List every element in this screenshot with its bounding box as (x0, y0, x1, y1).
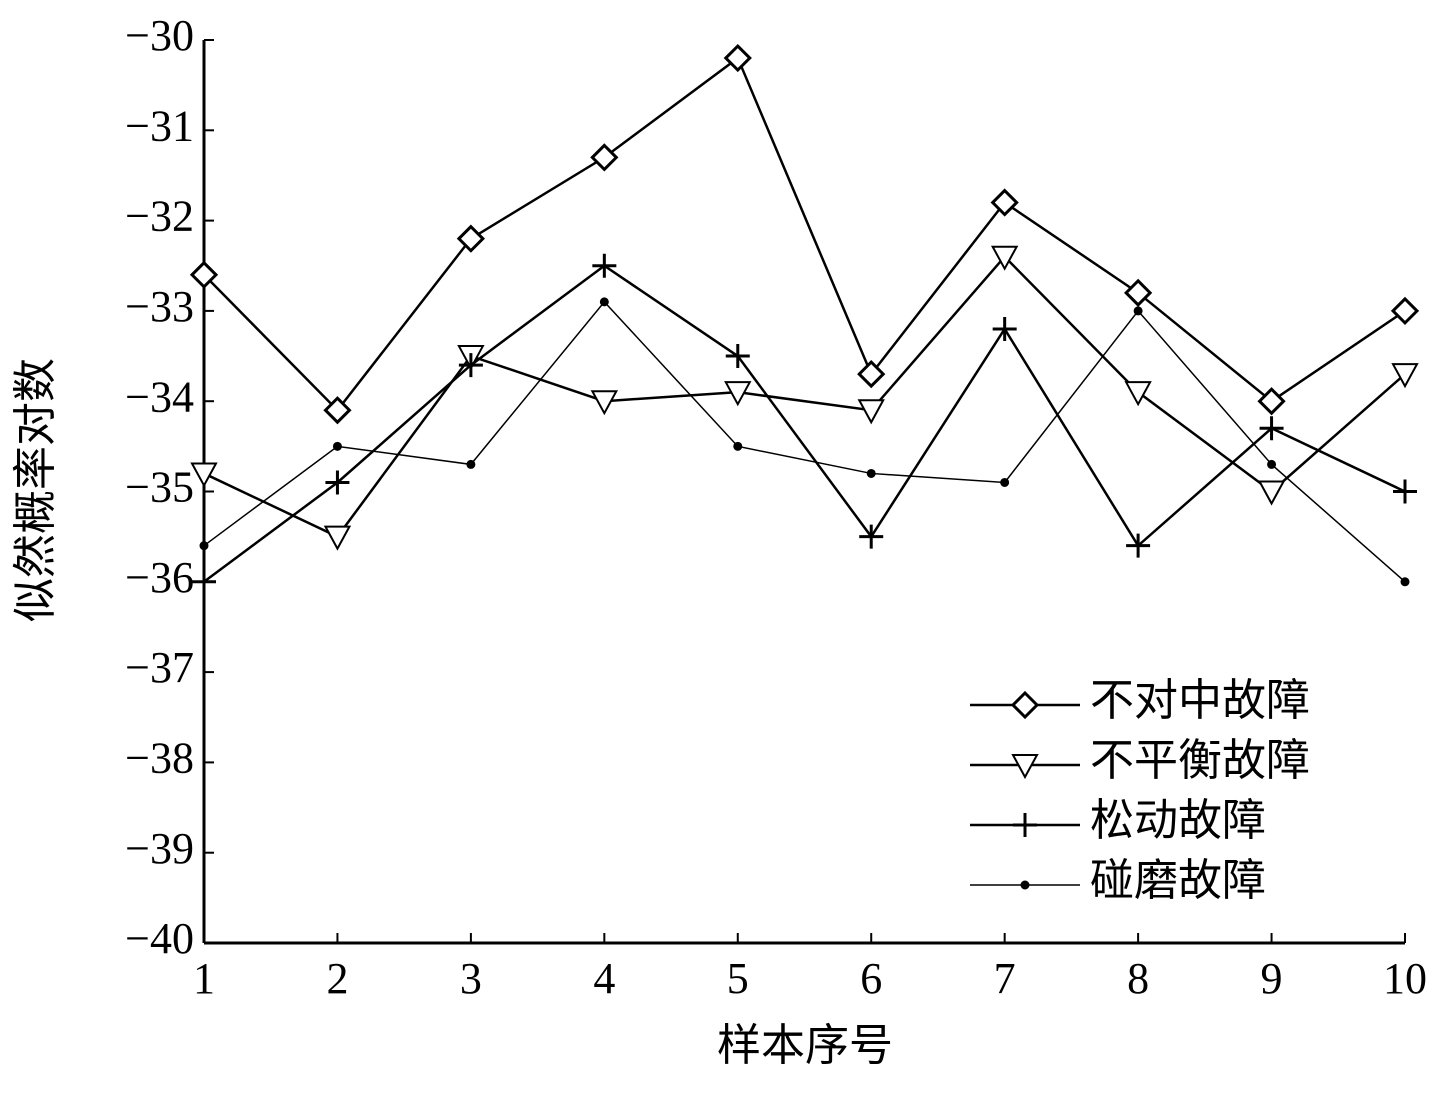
x-tick-label: 6 (860, 954, 882, 1003)
data-point (857, 399, 885, 425)
x-tick-label: 5 (727, 954, 749, 1003)
data-point (190, 462, 218, 488)
data-point (725, 344, 750, 369)
data-point (1393, 479, 1417, 504)
series-line (203, 56, 1406, 413)
y-tick-label: −30 (125, 11, 194, 60)
data-point (859, 524, 884, 549)
legend-marker (1020, 880, 1030, 890)
data-point (189, 260, 219, 289)
y-tick-label: −40 (125, 914, 194, 963)
x-axis-label: 样本序号 (717, 1021, 893, 1070)
y-tick-label: −38 (125, 733, 194, 782)
y-tick-label: −37 (125, 643, 194, 692)
data-point (592, 253, 617, 278)
x-tick-label: 3 (460, 954, 482, 1003)
data-point (192, 569, 216, 594)
data-point (1259, 416, 1284, 441)
y-tick-label: −36 (125, 553, 194, 602)
data-point (990, 245, 1019, 271)
data-point (323, 396, 352, 425)
data-point (323, 525, 352, 551)
data-point (1124, 381, 1152, 407)
data-point (857, 359, 886, 389)
data-point (733, 441, 743, 451)
legend-label: 碰磨故障 (1090, 856, 1266, 905)
data-point (1267, 459, 1277, 469)
data-point (1391, 363, 1419, 389)
data-point (458, 353, 483, 378)
y-tick-label: −39 (125, 824, 194, 873)
data-point (1123, 278, 1153, 307)
data-point (1257, 387, 1286, 416)
legend-marker (1013, 813, 1037, 837)
legend-label: 不平衡故障 (1090, 736, 1310, 785)
y-tick-label: −32 (125, 192, 194, 241)
data-point (992, 316, 1017, 341)
x-tick-label: 10 (1383, 954, 1427, 1003)
series-line (203, 254, 1406, 539)
x-tick-label: 4 (593, 954, 615, 1003)
y-tick-label: −35 (125, 463, 194, 512)
data-point (1126, 533, 1151, 558)
data-point (1400, 577, 1410, 587)
data-point (199, 541, 209, 551)
legend-label: 松动故障 (1090, 796, 1266, 845)
data-point (590, 390, 619, 416)
legend-marker (1010, 690, 1040, 720)
data-point (990, 188, 1019, 217)
legend-label: 不对中故障 (1090, 676, 1310, 725)
data-point (1390, 296, 1420, 326)
data-point (456, 224, 486, 253)
y-tick-label: −31 (125, 101, 194, 150)
x-tick-label: 1 (193, 954, 215, 1003)
y-axis-label: 似然概率对数 (11, 358, 60, 622)
data-point (325, 470, 350, 495)
data-point (1257, 480, 1286, 506)
data-point (466, 459, 476, 469)
legend-marker (1011, 754, 1039, 780)
y-tick-label: −33 (125, 282, 194, 331)
x-tick-label: 7 (994, 954, 1016, 1003)
y-tick-label: −34 (125, 372, 194, 421)
x-tick-label: 2 (326, 954, 348, 1003)
data-point (599, 297, 609, 307)
data-point (332, 441, 342, 451)
data-point (724, 381, 752, 407)
data-point (723, 43, 752, 73)
data-point (1000, 477, 1010, 487)
series-line (203, 300, 1406, 583)
x-tick-label: 8 (1127, 954, 1149, 1003)
data-point (590, 143, 619, 172)
series-line (203, 264, 1406, 583)
data-point (866, 468, 876, 478)
data-point (1133, 306, 1143, 316)
x-tick-label: 9 (1261, 954, 1283, 1003)
